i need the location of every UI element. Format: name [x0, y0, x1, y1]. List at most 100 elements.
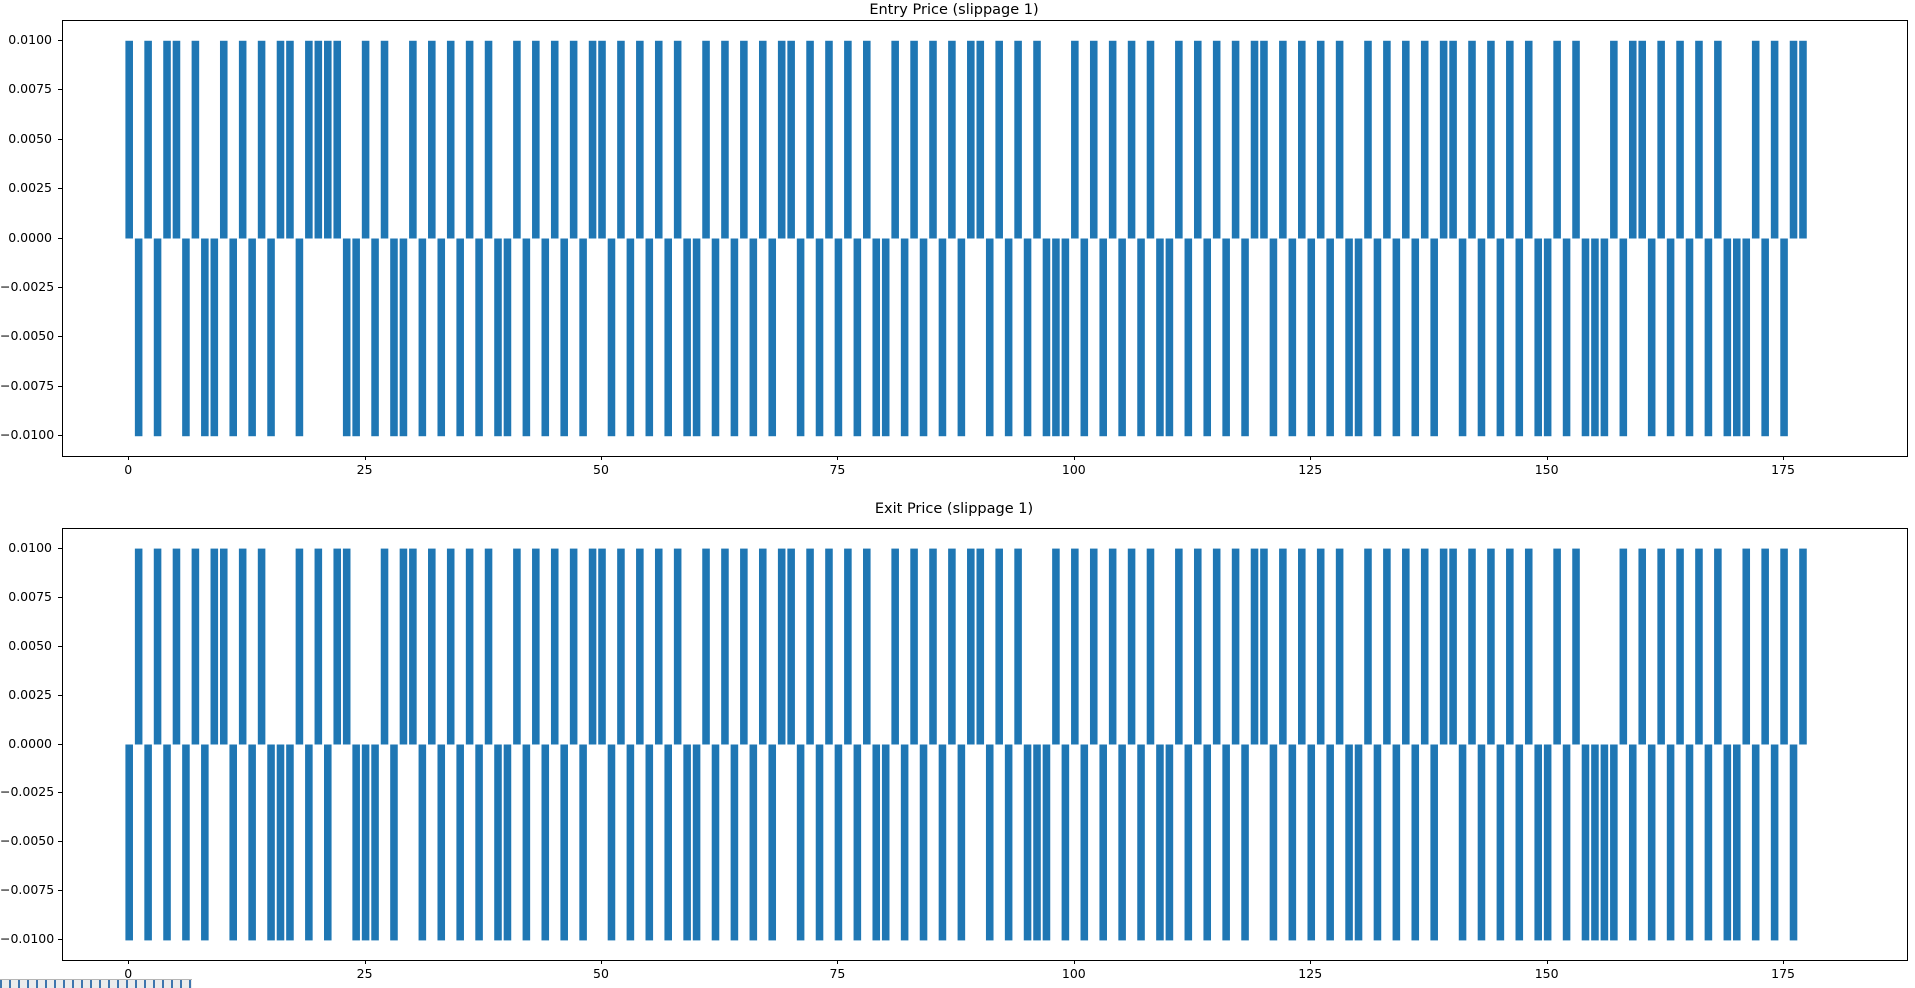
bar — [342, 548, 351, 745]
bar — [948, 40, 956, 239]
chart-title-entry: Entry Price (slippage 1) — [869, 2, 1039, 18]
partial-window-edge — [0, 979, 192, 988]
bar — [1676, 40, 1684, 239]
bar — [1733, 744, 1741, 941]
bar — [1004, 744, 1013, 941]
bar — [1628, 744, 1637, 941]
bar — [806, 40, 814, 239]
bar — [626, 238, 635, 437]
bar — [286, 744, 294, 941]
bar — [437, 238, 446, 437]
bar — [1392, 744, 1401, 941]
bar — [1439, 548, 1448, 745]
bar — [465, 40, 474, 239]
y-tick-label: 0.0050 — [8, 637, 52, 653]
bar — [1175, 548, 1183, 745]
x-tick-mark — [364, 960, 366, 964]
bar — [636, 40, 644, 239]
bar — [929, 548, 937, 745]
bar — [409, 548, 417, 745]
bar — [1458, 238, 1467, 437]
bar — [1241, 744, 1249, 941]
y-tick-label: 0.0100 — [8, 31, 52, 47]
y-tick-mark — [58, 188, 62, 190]
bar — [730, 744, 739, 941]
x-tick-mark — [128, 960, 130, 964]
bar — [730, 238, 739, 437]
bar — [1288, 744, 1297, 941]
bar — [1080, 238, 1089, 437]
bar — [1534, 744, 1542, 941]
bar — [1506, 548, 1514, 745]
y-tick-label: −0.0025 — [0, 784, 55, 800]
bar — [1638, 548, 1647, 745]
bar — [1014, 40, 1022, 239]
bar — [418, 744, 427, 941]
x-tick-mark — [837, 960, 839, 964]
bar — [844, 40, 852, 239]
bar — [1676, 548, 1684, 745]
x-tick-label: 150 — [1534, 966, 1559, 981]
bar — [1761, 548, 1769, 745]
bar — [1364, 548, 1372, 745]
bar — [1042, 238, 1051, 437]
bar — [361, 40, 370, 239]
bar — [815, 744, 824, 941]
bar — [484, 548, 493, 745]
bar — [692, 744, 701, 941]
bar — [806, 548, 814, 745]
bar — [1203, 238, 1212, 437]
bar — [210, 238, 219, 437]
bar — [1789, 40, 1798, 239]
bar — [1468, 40, 1476, 239]
bar — [1714, 40, 1722, 239]
bar — [1269, 744, 1278, 941]
bar — [1250, 40, 1259, 239]
bar — [267, 744, 275, 941]
bar — [1193, 548, 1202, 745]
bar — [522, 744, 531, 941]
bar — [825, 40, 833, 239]
bar — [456, 238, 464, 437]
bar — [513, 548, 521, 745]
bar — [579, 238, 587, 437]
bar — [125, 40, 133, 239]
bar — [371, 744, 379, 941]
bar — [1496, 238, 1505, 437]
bar — [626, 744, 635, 941]
bar — [995, 548, 1003, 745]
bar — [777, 548, 786, 745]
bar — [238, 40, 247, 239]
bar — [1572, 548, 1580, 745]
x-tick-label: 100 — [1061, 462, 1086, 477]
y-tick-mark — [58, 336, 62, 338]
bar — [1108, 548, 1117, 745]
bar — [1004, 238, 1013, 437]
bar — [1420, 40, 1429, 239]
bar — [1742, 548, 1751, 745]
bar — [1184, 744, 1193, 941]
bar — [834, 238, 843, 437]
y-tick-mark — [58, 286, 62, 288]
bar — [1685, 744, 1694, 941]
bar — [1061, 238, 1070, 437]
bar — [654, 548, 663, 745]
bar — [976, 40, 985, 239]
bar — [144, 40, 152, 239]
x-tick-mark — [1310, 960, 1312, 964]
bar — [276, 40, 285, 239]
bar — [863, 40, 871, 239]
bar — [1307, 238, 1316, 437]
bar — [1184, 238, 1193, 437]
bar — [787, 548, 795, 745]
bar — [673, 40, 682, 239]
y-tick-label: −0.0100 — [0, 427, 55, 443]
x-tick-label: 50 — [593, 462, 609, 477]
x-tick-mark — [1546, 456, 1548, 460]
y-tick-mark — [58, 890, 62, 892]
bar — [1666, 744, 1675, 941]
bar — [1156, 744, 1164, 941]
bar — [522, 238, 531, 437]
y-tick-label: −0.0100 — [0, 931, 55, 947]
x-tick-label: 175 — [1771, 966, 1795, 981]
